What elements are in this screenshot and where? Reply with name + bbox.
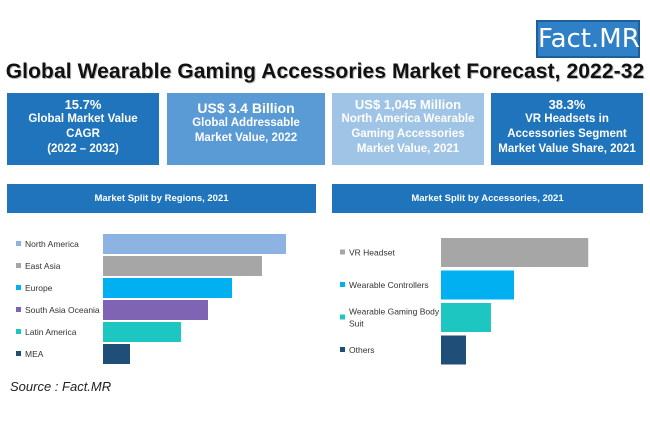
bar: [103, 234, 286, 254]
bar: [103, 256, 262, 276]
bar: [103, 344, 130, 364]
accessories-chart-title: Market Split by Accessories, 2021: [332, 184, 643, 213]
kpi-label: Market Value, 2021: [356, 143, 460, 155]
legend-marker: [16, 329, 21, 334]
kpi-label: Accessories Segment: [507, 128, 627, 140]
category-label: Wearable Gaming Body Suit: [349, 307, 440, 329]
kpi-value: 15.7%: [64, 97, 102, 112]
bar: [103, 278, 232, 298]
category-label: South Asia Oceania: [25, 305, 100, 315]
category-label: Europe: [25, 283, 53, 293]
kpi-label: Market Value, 2022: [194, 132, 298, 144]
kpi-north-america-value: US$ 1,045 Million North America Wearable…: [332, 93, 484, 165]
category-label: Wearable Controllers: [349, 280, 429, 290]
legend-marker: [16, 241, 21, 246]
bar: [441, 270, 515, 300]
kpi-label: North America Wearable: [341, 113, 475, 125]
kpi-label: (2022 – 2032): [47, 143, 119, 155]
category-label: VR Headset: [349, 248, 395, 258]
kpi-value: US$ 3.4 Billion: [197, 100, 295, 116]
category-label: Others: [349, 345, 375, 355]
bar: [103, 322, 181, 342]
legend-marker: [340, 347, 345, 352]
bar: [441, 303, 491, 332]
legend-marker: [16, 285, 21, 290]
kpi-label: Global Market Value: [28, 113, 138, 125]
category-label: MEA: [25, 349, 44, 359]
kpi-label: CAGR: [66, 128, 100, 140]
legend-marker: [340, 282, 345, 287]
regions-chart-title: Market Split by Regions, 2021: [7, 184, 316, 213]
kpi-label: VR Headsets in: [525, 113, 609, 125]
category-label: North America: [25, 239, 79, 249]
kpi-cagr: 15.7% Global Market Value CAGR (2022 – 2…: [7, 93, 159, 165]
legend-marker: [340, 314, 345, 320]
bar: [441, 335, 466, 365]
kpi-vr-share: 38.3% VR Headsets in Accessories Segment…: [491, 93, 643, 165]
bar: [103, 300, 208, 320]
category-label: East Asia: [25, 261, 61, 271]
kpi-value: 38.3%: [548, 97, 586, 112]
fact-mr-logo: Fact.MR: [536, 20, 640, 58]
bar: [441, 238, 589, 267]
kpi-label: Market Value Share, 2021: [498, 143, 636, 155]
legend-marker: [16, 351, 21, 356]
kpi-label: Gaming Accessories: [351, 128, 465, 140]
page-title: Global Wearable Gaming Accessories Marke…: [5, 60, 645, 83]
legend-marker: [16, 307, 21, 312]
legend-marker: [16, 263, 21, 268]
kpi-addressable-value: US$ 3.4 Billion Global Addressable Marke…: [167, 93, 325, 165]
category-label: Latin America: [25, 327, 77, 337]
source-note: Source : Fact.MR: [10, 379, 112, 394]
legend-marker: [340, 249, 345, 255]
kpi-value: US$ 1,045 Million: [354, 97, 462, 112]
kpi-label: Global Addressable: [192, 117, 300, 129]
